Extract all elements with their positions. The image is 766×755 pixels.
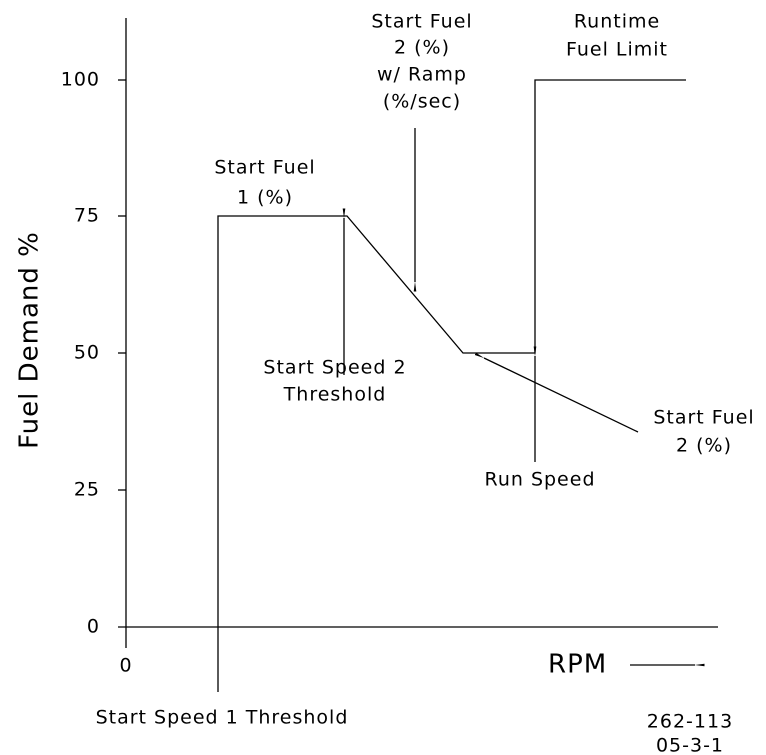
annotation: Fuel Limit xyxy=(566,39,668,61)
annotation: Start Speed 1 Threshold xyxy=(96,707,349,729)
fuel-curve xyxy=(217,79,686,627)
annotation: Start Fuel xyxy=(214,157,315,179)
annotation: Run Speed xyxy=(484,469,595,491)
annotation: 2 (%) xyxy=(394,37,450,59)
annotation: Start Fuel xyxy=(653,407,754,429)
arrow xyxy=(474,352,639,433)
x-origin-label: 0 xyxy=(119,655,132,677)
y-axis-label: Fuel Demand % xyxy=(15,231,45,449)
y-tick-label: 75 xyxy=(74,205,100,227)
y-tick-label: 0 xyxy=(87,616,100,638)
y-tick-label: 25 xyxy=(74,479,100,501)
annotation: w/ Ramp xyxy=(377,64,467,86)
y-tick-label: 50 xyxy=(74,342,100,364)
annotation: 2 (%) xyxy=(676,435,732,457)
y-tick-marks xyxy=(118,79,126,491)
annotation: Threshold xyxy=(283,384,387,406)
annotation: (%/sec) xyxy=(383,91,461,113)
annotation: Start Fuel xyxy=(371,11,472,33)
x-axis-label: RPM xyxy=(548,650,607,680)
annotation: 1 (%) xyxy=(237,187,293,209)
annotation: Runtime xyxy=(574,11,660,33)
figure-id: 05-3-1 xyxy=(656,735,724,755)
annotation: Start Speed 2 xyxy=(263,357,406,379)
figure-id: 262-113 xyxy=(647,711,733,733)
y-tick-label: 100 xyxy=(61,69,100,91)
